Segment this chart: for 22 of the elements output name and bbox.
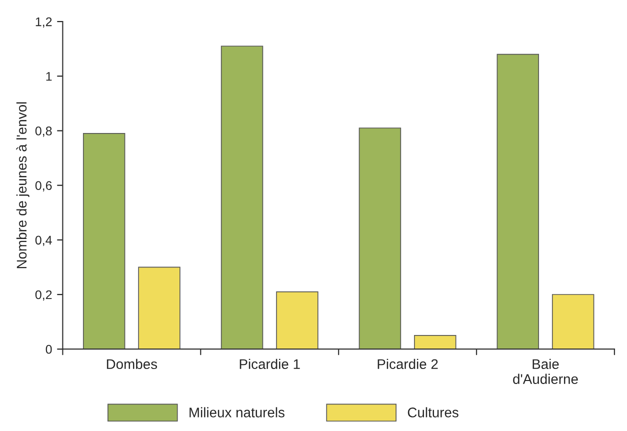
legend-label: Milieux naturels	[190, 407, 284, 418]
y-tick-label: 1,2	[36, 17, 52, 28]
bar	[276, 291, 318, 350]
bar	[220, 46, 264, 350]
bar	[552, 294, 594, 350]
x-tick-label: Dombes	[106, 358, 158, 370]
y-tick-label: 0,6	[35, 181, 52, 192]
bar	[358, 128, 402, 350]
bar	[496, 54, 540, 350]
y-tick-label: 0,4	[35, 236, 52, 246]
y-tick-label: 0,2	[35, 290, 52, 301]
bar	[138, 266, 180, 350]
y-tick-label: 1	[46, 72, 52, 81]
legend-label: Cultures	[408, 407, 458, 418]
bar	[82, 133, 126, 350]
y-tick-label: 0,8	[35, 126, 52, 137]
y-tick-label: 0	[46, 344, 52, 354]
x-tick-label: Picardie 1	[240, 358, 300, 370]
x-tick-label: Picardie 2	[378, 358, 438, 370]
x-tick-label: Baie d'Audierne	[513, 358, 578, 384]
y-axis-title: Nombre de jeunes à l'envol	[16, 102, 30, 268]
bar	[414, 335, 456, 350]
